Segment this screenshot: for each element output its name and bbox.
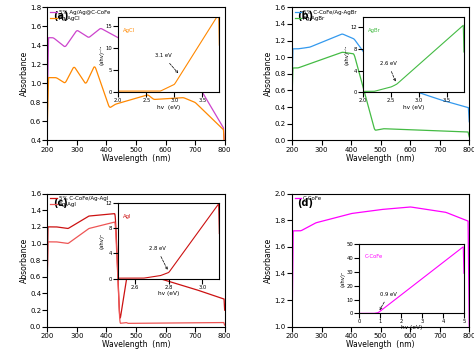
- 5% Ag/Ag@C-CoFe: [163, 68, 169, 73]
- C-CoFe: [320, 219, 326, 223]
- Ag/AgCl: [163, 97, 169, 101]
- C-CoFe: [423, 207, 428, 211]
- Ag/AgCl: [76, 72, 82, 76]
- Ag-AgBr: [423, 128, 428, 132]
- 5% C-CoFe/Ag-AgBr: [320, 40, 326, 44]
- 5% C-CoFe/Ag-AgI: [45, 265, 50, 269]
- Ag-AgI: [76, 234, 82, 238]
- Text: (b): (b): [297, 11, 313, 21]
- C-CoFe: [466, 325, 472, 330]
- 5% C-CoFe/Ag-AgI: [179, 283, 184, 287]
- C-CoFe: [369, 208, 375, 213]
- Ag/AgCl: [222, 150, 228, 154]
- X-axis label: Wavelength  (nm): Wavelength (nm): [102, 154, 170, 163]
- 5% C-CoFe/Ag-AgI: [112, 212, 118, 216]
- Y-axis label: Absorbance: Absorbance: [19, 51, 28, 97]
- Ag/AgCl: [90, 67, 96, 71]
- Ag/AgCl: [45, 120, 50, 125]
- 5% Ag/Ag@C-CoFe: [222, 149, 228, 153]
- 5% C-CoFe/Ag-AgI: [90, 213, 96, 218]
- 5% Ag/Ag@C-CoFe: [178, 77, 184, 81]
- Ag-AgI: [178, 321, 184, 325]
- Line: Ag-AgBr: Ag-AgBr: [292, 52, 469, 137]
- Ag-AgBr: [394, 127, 400, 131]
- Line: C-CoFe: C-CoFe: [292, 207, 469, 333]
- Legend: 5% C-CoFe/Ag-AgBr, Ag-AgBr: 5% C-CoFe/Ag-AgBr, Ag-AgBr: [294, 9, 358, 22]
- Ag/AgCl: [91, 65, 97, 69]
- X-axis label: Wavelength  (nm): Wavelength (nm): [346, 340, 415, 349]
- Ag-AgI: [112, 220, 118, 224]
- Line: 5% Ag/Ag@C-CoFe: 5% Ag/Ag@C-CoFe: [47, 29, 225, 151]
- Ag-AgBr: [335, 52, 340, 56]
- 5% C-CoFe/Ag-AgBr: [339, 32, 345, 36]
- Ag-AgBr: [408, 127, 413, 132]
- C-CoFe: [335, 215, 340, 219]
- Ag-AgI: [125, 321, 131, 326]
- Ag-AgBr: [466, 135, 472, 139]
- Ag/AgCl: [178, 95, 184, 100]
- 5% Ag/Ag@C-CoFe: [45, 98, 50, 102]
- Text: (c): (c): [53, 197, 67, 208]
- Ag-AgI: [149, 321, 155, 325]
- Y-axis label: Absorbance: Absorbance: [264, 237, 273, 283]
- X-axis label: Wavelength  (nm): Wavelength (nm): [346, 154, 415, 163]
- Y-axis label: Absorbance: Absorbance: [19, 237, 28, 283]
- 5% C-CoFe/Ag-AgI: [118, 316, 123, 320]
- 5% C-CoFe/Ag-AgBr: [335, 34, 340, 38]
- 5% C-CoFe/Ag-AgBr: [394, 81, 400, 85]
- 5% C-CoFe/Ag-AgI: [222, 308, 228, 312]
- Ag-AgBr: [320, 57, 326, 61]
- 5% Ag/Ag@C-CoFe: [98, 26, 104, 31]
- Legend: 5% C-CoFe/Ag-AgI, Ag-AgI: 5% C-CoFe/Ag-AgI, Ag-AgI: [49, 195, 109, 208]
- Ag-AgBr: [340, 50, 346, 54]
- Ag/AgCl: [125, 98, 131, 103]
- Ag-AgBr: [289, 97, 295, 101]
- 5% C-CoFe/Ag-AgBr: [408, 87, 413, 92]
- Line: 5% C-CoFe/Ag-AgBr: 5% C-CoFe/Ag-AgBr: [292, 34, 469, 122]
- Legend: 5% Ag/Ag@C-CoFe, Ag/AgCl: 5% Ag/Ag@C-CoFe, Ag/AgCl: [49, 9, 111, 22]
- Line: 5% C-CoFe/Ag-AgI: 5% C-CoFe/Ag-AgI: [47, 214, 225, 318]
- Text: (d): (d): [297, 197, 313, 208]
- Ag-AgI: [222, 323, 228, 327]
- 5% C-CoFe/Ag-AgI: [150, 274, 155, 279]
- 5% C-CoFe/Ag-AgBr: [466, 119, 472, 124]
- Legend: C-CoFe: C-CoFe: [294, 195, 323, 203]
- Line: Ag/AgCl: Ag/AgCl: [47, 67, 225, 152]
- 5% Ag/Ag@C-CoFe: [76, 29, 82, 33]
- 5% Ag/Ag@C-CoFe: [125, 42, 131, 47]
- Ag-AgI: [163, 321, 169, 325]
- 5% C-CoFe/Ag-AgBr: [423, 93, 428, 97]
- C-CoFe: [289, 330, 295, 335]
- 5% C-CoFe/Ag-AgI: [164, 278, 169, 283]
- 5% C-CoFe/Ag-AgI: [125, 273, 131, 277]
- C-CoFe: [408, 205, 413, 209]
- Ag-AgI: [90, 225, 96, 230]
- Ag-AgBr: [370, 120, 375, 124]
- X-axis label: Wavelength  (nm): Wavelength (nm): [102, 340, 170, 349]
- Text: (a): (a): [53, 11, 68, 21]
- 5% Ag/Ag@C-CoFe: [149, 60, 155, 64]
- Ag/AgCl: [149, 96, 155, 101]
- 5% C-CoFe/Ag-AgBr: [370, 62, 375, 66]
- 5% C-CoFe/Ag-AgBr: [289, 86, 295, 90]
- 5% Ag/Ag@C-CoFe: [90, 32, 96, 36]
- Ag-AgI: [45, 274, 50, 278]
- 5% C-CoFe/Ag-AgI: [76, 220, 82, 224]
- C-CoFe: [407, 205, 413, 209]
- Line: Ag-AgI: Ag-AgI: [47, 222, 225, 325]
- Y-axis label: Absorbance: Absorbance: [264, 51, 273, 97]
- C-CoFe: [393, 206, 399, 210]
